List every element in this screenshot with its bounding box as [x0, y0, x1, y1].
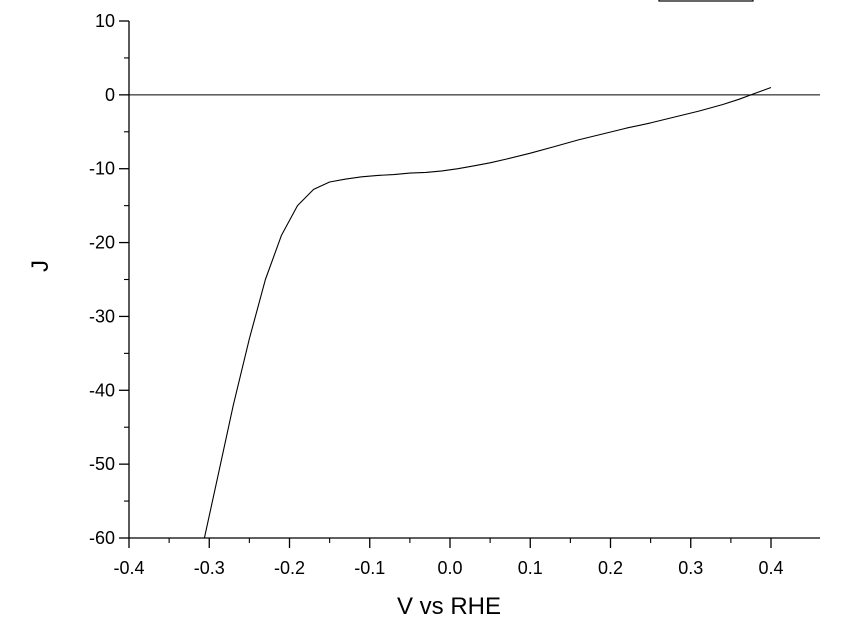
y-tick-label: 10: [95, 11, 115, 31]
y-tick-label: -30: [89, 306, 115, 326]
y-axis-title: J: [27, 260, 54, 272]
y-tick-label: -60: [89, 528, 115, 548]
x-tick-label: -0.1: [354, 558, 385, 578]
x-tick-label: 0.1: [518, 558, 543, 578]
y-tick-label: -10: [89, 159, 115, 179]
x-tick-label: 0.0: [437, 558, 462, 578]
y-tick-label: -20: [89, 233, 115, 253]
y-tick-label: -40: [89, 380, 115, 400]
y-tick-label: 0: [105, 85, 115, 105]
x-tick-label: 0.3: [678, 558, 703, 578]
legend-box: [658, 0, 754, 2]
x-tick-label: -0.3: [194, 558, 225, 578]
series-line-0: [203, 86, 772, 539]
x-tick-label: 0.2: [598, 558, 623, 578]
x-tick-label: -0.4: [113, 558, 144, 578]
y-tick-label: -50: [89, 454, 115, 474]
plot-area: 10 0 -10 -20 -30 -40 -50 -60 -0.4 -0.3 -0.2 -0.1 0.0…: [89, 0, 820, 578]
x-tick-label: -0.2: [274, 558, 305, 578]
x-axis-title: V vs RHE: [397, 593, 501, 620]
x-tick-label: 0.4: [758, 558, 783, 578]
